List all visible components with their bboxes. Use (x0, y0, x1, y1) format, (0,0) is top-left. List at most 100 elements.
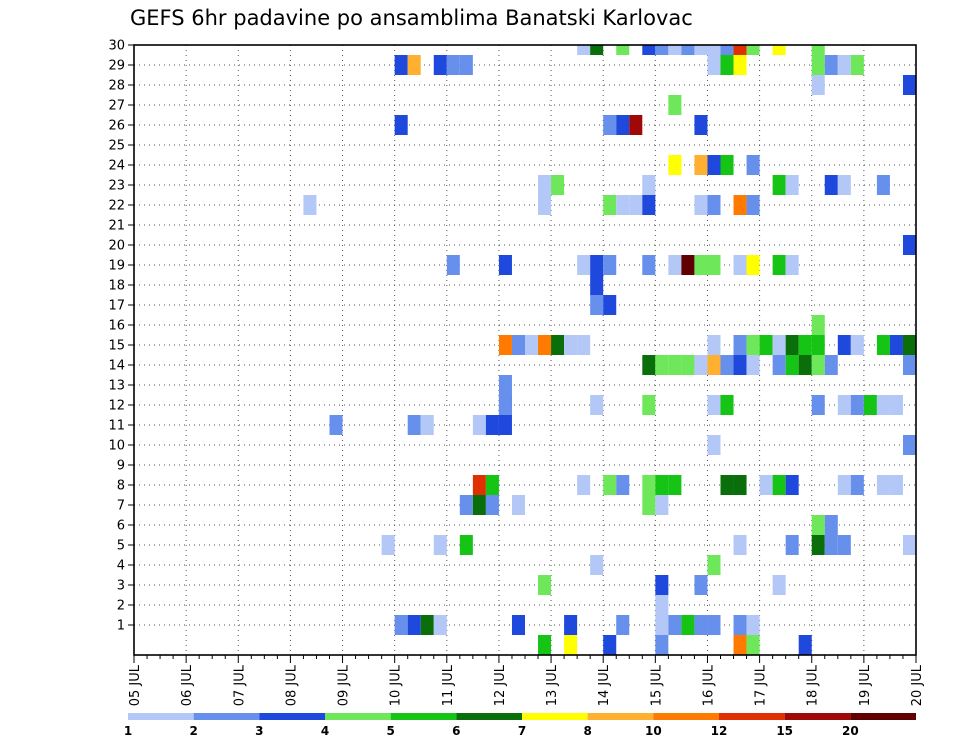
heatmap-cell (564, 635, 577, 655)
heatmap-cell (330, 415, 343, 435)
y-tick-label: 3 (117, 579, 125, 594)
heatmap-cell (707, 195, 720, 215)
heatmap-cell (707, 55, 720, 75)
heatmap-cell (734, 355, 747, 375)
y-tick-label: 1 (117, 619, 125, 634)
heatmap-cell (603, 635, 616, 655)
heatmap-cell (642, 395, 655, 415)
heatmap-cell (825, 355, 838, 375)
y-tick-label: 9 (117, 459, 125, 474)
heatmap-cell (473, 495, 486, 515)
heatmap-cell (903, 235, 916, 255)
y-tick-label: 11 (108, 419, 125, 434)
heatmap-cell (773, 475, 786, 495)
heatmap-cell (734, 195, 747, 215)
heatmap-cell (486, 495, 499, 515)
precipitation-ensemble-chart: GEFS 6hr padavine po ansamblima Banatski… (0, 0, 960, 742)
x-tick-label: 10 JUL (389, 664, 404, 706)
heatmap-cell (681, 255, 694, 275)
heatmap-cell (812, 45, 825, 55)
heatmap-cell (707, 155, 720, 175)
heatmap-cell (694, 45, 707, 55)
heatmap-cell (812, 315, 825, 335)
heatmap-cell (799, 335, 812, 355)
heatmap-cell (460, 55, 473, 75)
y-tick-label: 28 (108, 79, 125, 94)
heatmap-cell (694, 195, 707, 215)
heatmap-cell (564, 335, 577, 355)
heatmap-cell (812, 335, 825, 355)
heatmap-cell (538, 635, 551, 655)
heatmap-cell (747, 335, 760, 355)
heatmap-cell (486, 475, 499, 495)
heatmap-cell (721, 475, 734, 495)
colorbar-swatch (785, 713, 851, 720)
heatmap-cell (825, 55, 838, 75)
heatmap-cell (577, 255, 590, 275)
heatmap-cell (694, 615, 707, 635)
heatmap-cell (903, 435, 916, 455)
heatmap-cell (747, 45, 760, 55)
colorbar-swatch (128, 713, 194, 720)
heatmap-cell (408, 415, 421, 435)
y-tick-label: 19 (108, 259, 125, 274)
heatmap-cell (812, 75, 825, 95)
colorbar-label: 10 (645, 724, 662, 738)
heatmap-cell (747, 255, 760, 275)
heatmap-cell (760, 335, 773, 355)
heatmap-cell (642, 475, 655, 495)
heatmap-cell (825, 175, 838, 195)
heatmap-cell (747, 635, 760, 655)
x-axis-ticks: 05 JUL 06 JUL 07 JUL 08 JUL 09 JUL 10 JUL 11 J… (128, 655, 925, 706)
heatmap-cell (734, 535, 747, 555)
heatmap-cell (603, 115, 616, 135)
heatmap-cell (773, 45, 786, 55)
heatmap-cell (655, 635, 668, 655)
heatmap-cell (812, 395, 825, 415)
heatmap-cell (890, 395, 903, 415)
heatmap-cell (812, 515, 825, 535)
heatmap-cell (434, 55, 447, 75)
heatmap-cell (734, 635, 747, 655)
heatmap-cell (812, 55, 825, 75)
heatmap-cell (460, 495, 473, 515)
heatmap-cell (395, 115, 408, 135)
y-tick-label: 8 (117, 479, 125, 494)
heatmap-cell (603, 295, 616, 315)
heatmap-cell (838, 535, 851, 555)
heatmap-cell (616, 475, 629, 495)
heatmap-cell (851, 395, 864, 415)
x-tick-label: 12 JUL (493, 664, 508, 706)
heatmap-cell (681, 355, 694, 375)
x-tick-label: 09 JUL (337, 664, 352, 706)
heatmap-cell (877, 335, 890, 355)
colorbar-swatch (850, 713, 916, 720)
x-tick-label: 19 JUL (858, 664, 873, 706)
heatmap-cell (499, 255, 512, 275)
x-tick-label: 17 JUL (754, 664, 769, 706)
heatmap-cell (642, 255, 655, 275)
heatmap-cell (668, 615, 681, 635)
heatmap-cell (694, 575, 707, 595)
y-axis-ticks: 1234567891011121314151617181920212223242… (108, 39, 134, 634)
heatmap-cell (721, 45, 734, 55)
heatmap-cell (525, 335, 538, 355)
heatmap-cell (707, 555, 720, 575)
heatmap-cell (499, 375, 512, 395)
heatmap-cell (551, 335, 564, 355)
heatmap-cell (890, 335, 903, 355)
heatmap-cell (786, 475, 799, 495)
heatmap-cell (760, 475, 773, 495)
heatmap-cell (538, 195, 551, 215)
heatmap-cell (747, 355, 760, 375)
heatmap-cell (303, 195, 316, 215)
heatmap-cell (538, 175, 551, 195)
heatmap-cell (642, 175, 655, 195)
y-tick-label: 10 (108, 439, 125, 454)
heatmap-cell (721, 55, 734, 75)
heatmap-cell (473, 475, 486, 495)
heatmap-cell (512, 495, 525, 515)
heatmap-cell (408, 615, 421, 635)
heatmap-cell (694, 255, 707, 275)
heatmap-cell (447, 55, 460, 75)
